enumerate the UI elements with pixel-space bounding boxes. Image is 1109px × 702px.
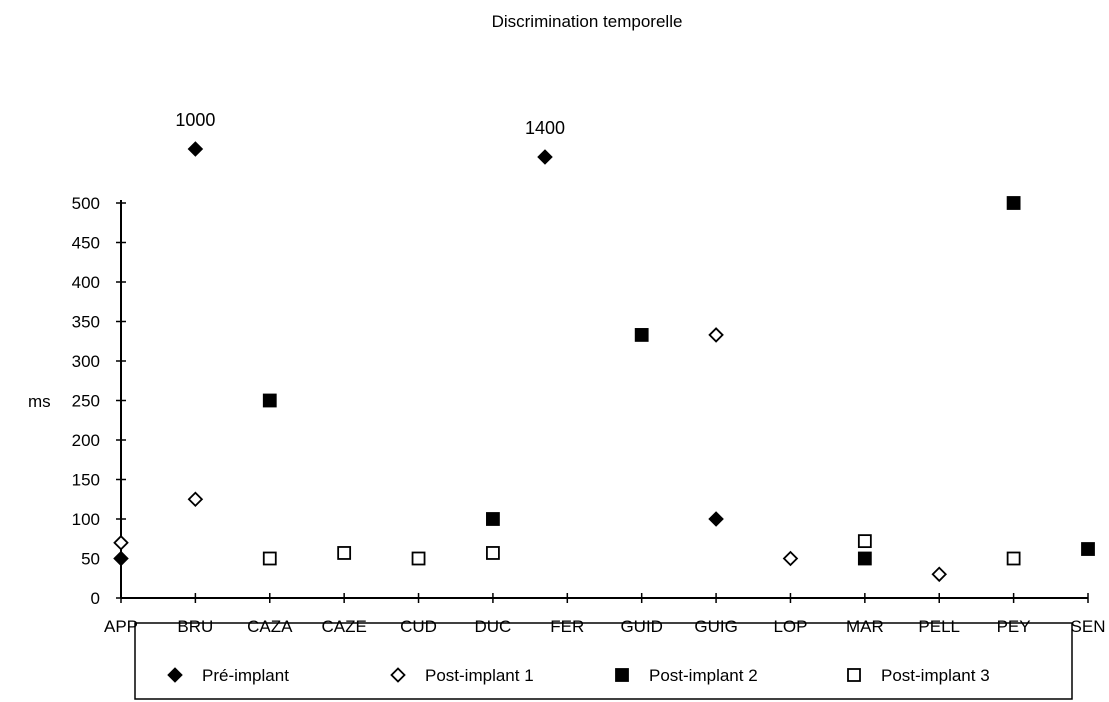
y-tick-label: 300 <box>72 352 100 371</box>
legend-marker <box>847 668 861 682</box>
data-point <box>187 491 204 508</box>
data-label: 1000 <box>175 110 215 130</box>
x-tick-label: SEN <box>1071 617 1106 636</box>
y-tick-label: 100 <box>72 510 100 529</box>
legend-box <box>134 622 1073 700</box>
x-tick-label: DUC <box>475 617 512 636</box>
data-point <box>187 141 204 157</box>
data-point <box>708 327 724 343</box>
y-tick-label: 250 <box>72 392 100 411</box>
data-point <box>1006 551 1021 566</box>
data-point <box>708 511 724 527</box>
legend: Pré-implant Post-implant 1 Post-implant 2 P… <box>134 622 1073 700</box>
data-point <box>782 550 799 567</box>
y-tick-label: 200 <box>72 431 100 450</box>
data-point <box>1006 196 1021 210</box>
legend-label: Pré-implant <box>202 666 289 685</box>
data-point <box>486 546 500 560</box>
x-tick-label: APP <box>104 617 138 636</box>
y-tick-label: 150 <box>72 471 100 490</box>
x-tick-label: GUID <box>620 617 663 636</box>
legend-marker <box>390 667 406 683</box>
legend-label: Post-implant 1 <box>425 666 534 685</box>
data-point <box>113 550 129 567</box>
data-point <box>634 328 649 342</box>
y-axis-label: ms <box>28 392 51 411</box>
legend-label: Post-implant 2 <box>649 666 758 685</box>
data-point <box>262 393 277 408</box>
x-tick-label: MAR <box>846 617 884 636</box>
x-tick-label: BRU <box>177 617 213 636</box>
legend-marker <box>167 667 183 683</box>
data-point <box>486 512 500 526</box>
legend-label: Post-implant 3 <box>881 666 990 685</box>
y-tick-label: 350 <box>72 313 100 332</box>
y-tick-label: 50 <box>81 550 100 569</box>
data-point <box>537 149 553 165</box>
data-point <box>113 534 129 551</box>
data-point <box>857 534 872 549</box>
x-tick-label: CUD <box>400 617 437 636</box>
data-point <box>1081 542 1095 556</box>
data-point <box>857 551 872 566</box>
x-tick-label: LOP <box>773 617 807 636</box>
data-point <box>411 551 426 566</box>
data-point <box>337 546 352 560</box>
x-axis-ticks: APP BRU CAZA CAZE CUD DUC FER GUID GUIG LOP MAR PEL… <box>104 593 1106 636</box>
y-tick-label: 500 <box>72 194 100 213</box>
y-tick-label: 450 <box>72 234 100 253</box>
legend-marker <box>615 668 629 682</box>
chart-title: Discrimination temporelle <box>492 12 683 31</box>
data-label: 1400 <box>525 118 565 138</box>
data-points: 1000 1400 <box>113 110 1095 583</box>
x-tick-label: FER <box>550 617 584 636</box>
data-point <box>931 566 948 583</box>
y-tick-label: 400 <box>72 273 100 292</box>
y-axis-ticks: 0 50 100 150 200 250 300 350 400 450 500 <box>72 194 126 608</box>
x-tick-label: CAZE <box>321 617 366 636</box>
x-tick-label: PELL <box>918 617 960 636</box>
y-tick-label: 0 <box>91 589 100 608</box>
x-tick-label: PEY <box>997 617 1031 636</box>
x-tick-label: GUIG <box>694 617 737 636</box>
x-tick-label: CAZA <box>247 617 293 636</box>
data-point <box>262 551 277 566</box>
